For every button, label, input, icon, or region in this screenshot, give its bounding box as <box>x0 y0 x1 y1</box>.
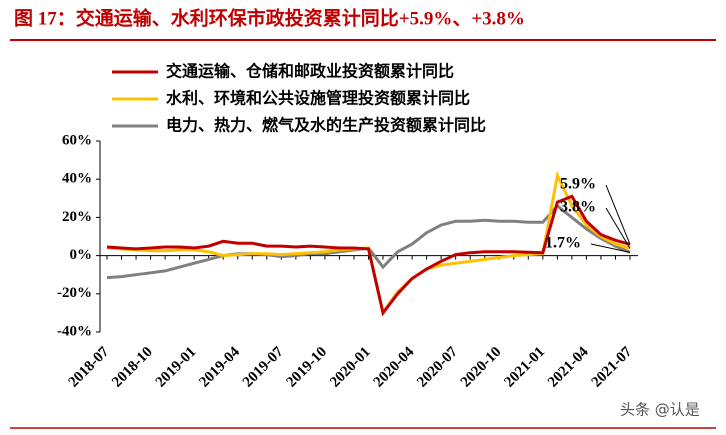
x-tick-label: 2021-01 <box>501 344 548 391</box>
chart-title: 图 17：交通运输、水利环保市政投资累计同比+5.9%、+3.8% <box>14 6 525 29</box>
legend-label: 电力、热力、燃气及水的生产投资额累计同比 <box>166 116 486 135</box>
x-tick-label: 2019-04 <box>196 344 243 391</box>
watermark: 头条 @认是 <box>620 401 700 419</box>
annotation: 3.8% <box>560 199 596 216</box>
y-tick-label: 0% <box>70 247 93 263</box>
series-line <box>106 194 631 317</box>
y-tick-label: 40% <box>62 171 92 187</box>
y-tick-label: 20% <box>62 209 92 225</box>
y-tick-label: -40% <box>57 323 92 339</box>
x-tick-label: 2020-04 <box>371 344 418 391</box>
x-tick-label: 2021-04 <box>545 344 592 391</box>
x-tick-label: 2018-10 <box>109 344 156 391</box>
x-tick-label: 2020-07 <box>414 344 461 391</box>
x-tick-label: 2020-10 <box>458 344 505 391</box>
annotation-leader <box>605 207 631 249</box>
y-tick-label: 60% <box>62 132 92 148</box>
annotation: 1.7% <box>545 235 581 252</box>
annotation: 5.9% <box>560 176 596 193</box>
legend-label: 水利、环境和公共设施管理投资额累计同比 <box>166 89 470 108</box>
x-tick-label: 2019-07 <box>240 344 287 391</box>
x-tick-label: 2020-01 <box>327 344 374 391</box>
x-tick-label: 2018-07 <box>66 344 113 391</box>
legend-label: 交通运输、仓储和邮政业投资额累计同比 <box>166 62 454 81</box>
x-tick-label: 2021-07 <box>589 344 636 391</box>
annotation-leader <box>605 184 631 245</box>
annotation-leader <box>590 243 631 253</box>
y-tick-label: -20% <box>57 285 92 301</box>
x-tick-label: 2019-01 <box>153 344 200 391</box>
x-tick-label: 2019-10 <box>284 344 331 391</box>
